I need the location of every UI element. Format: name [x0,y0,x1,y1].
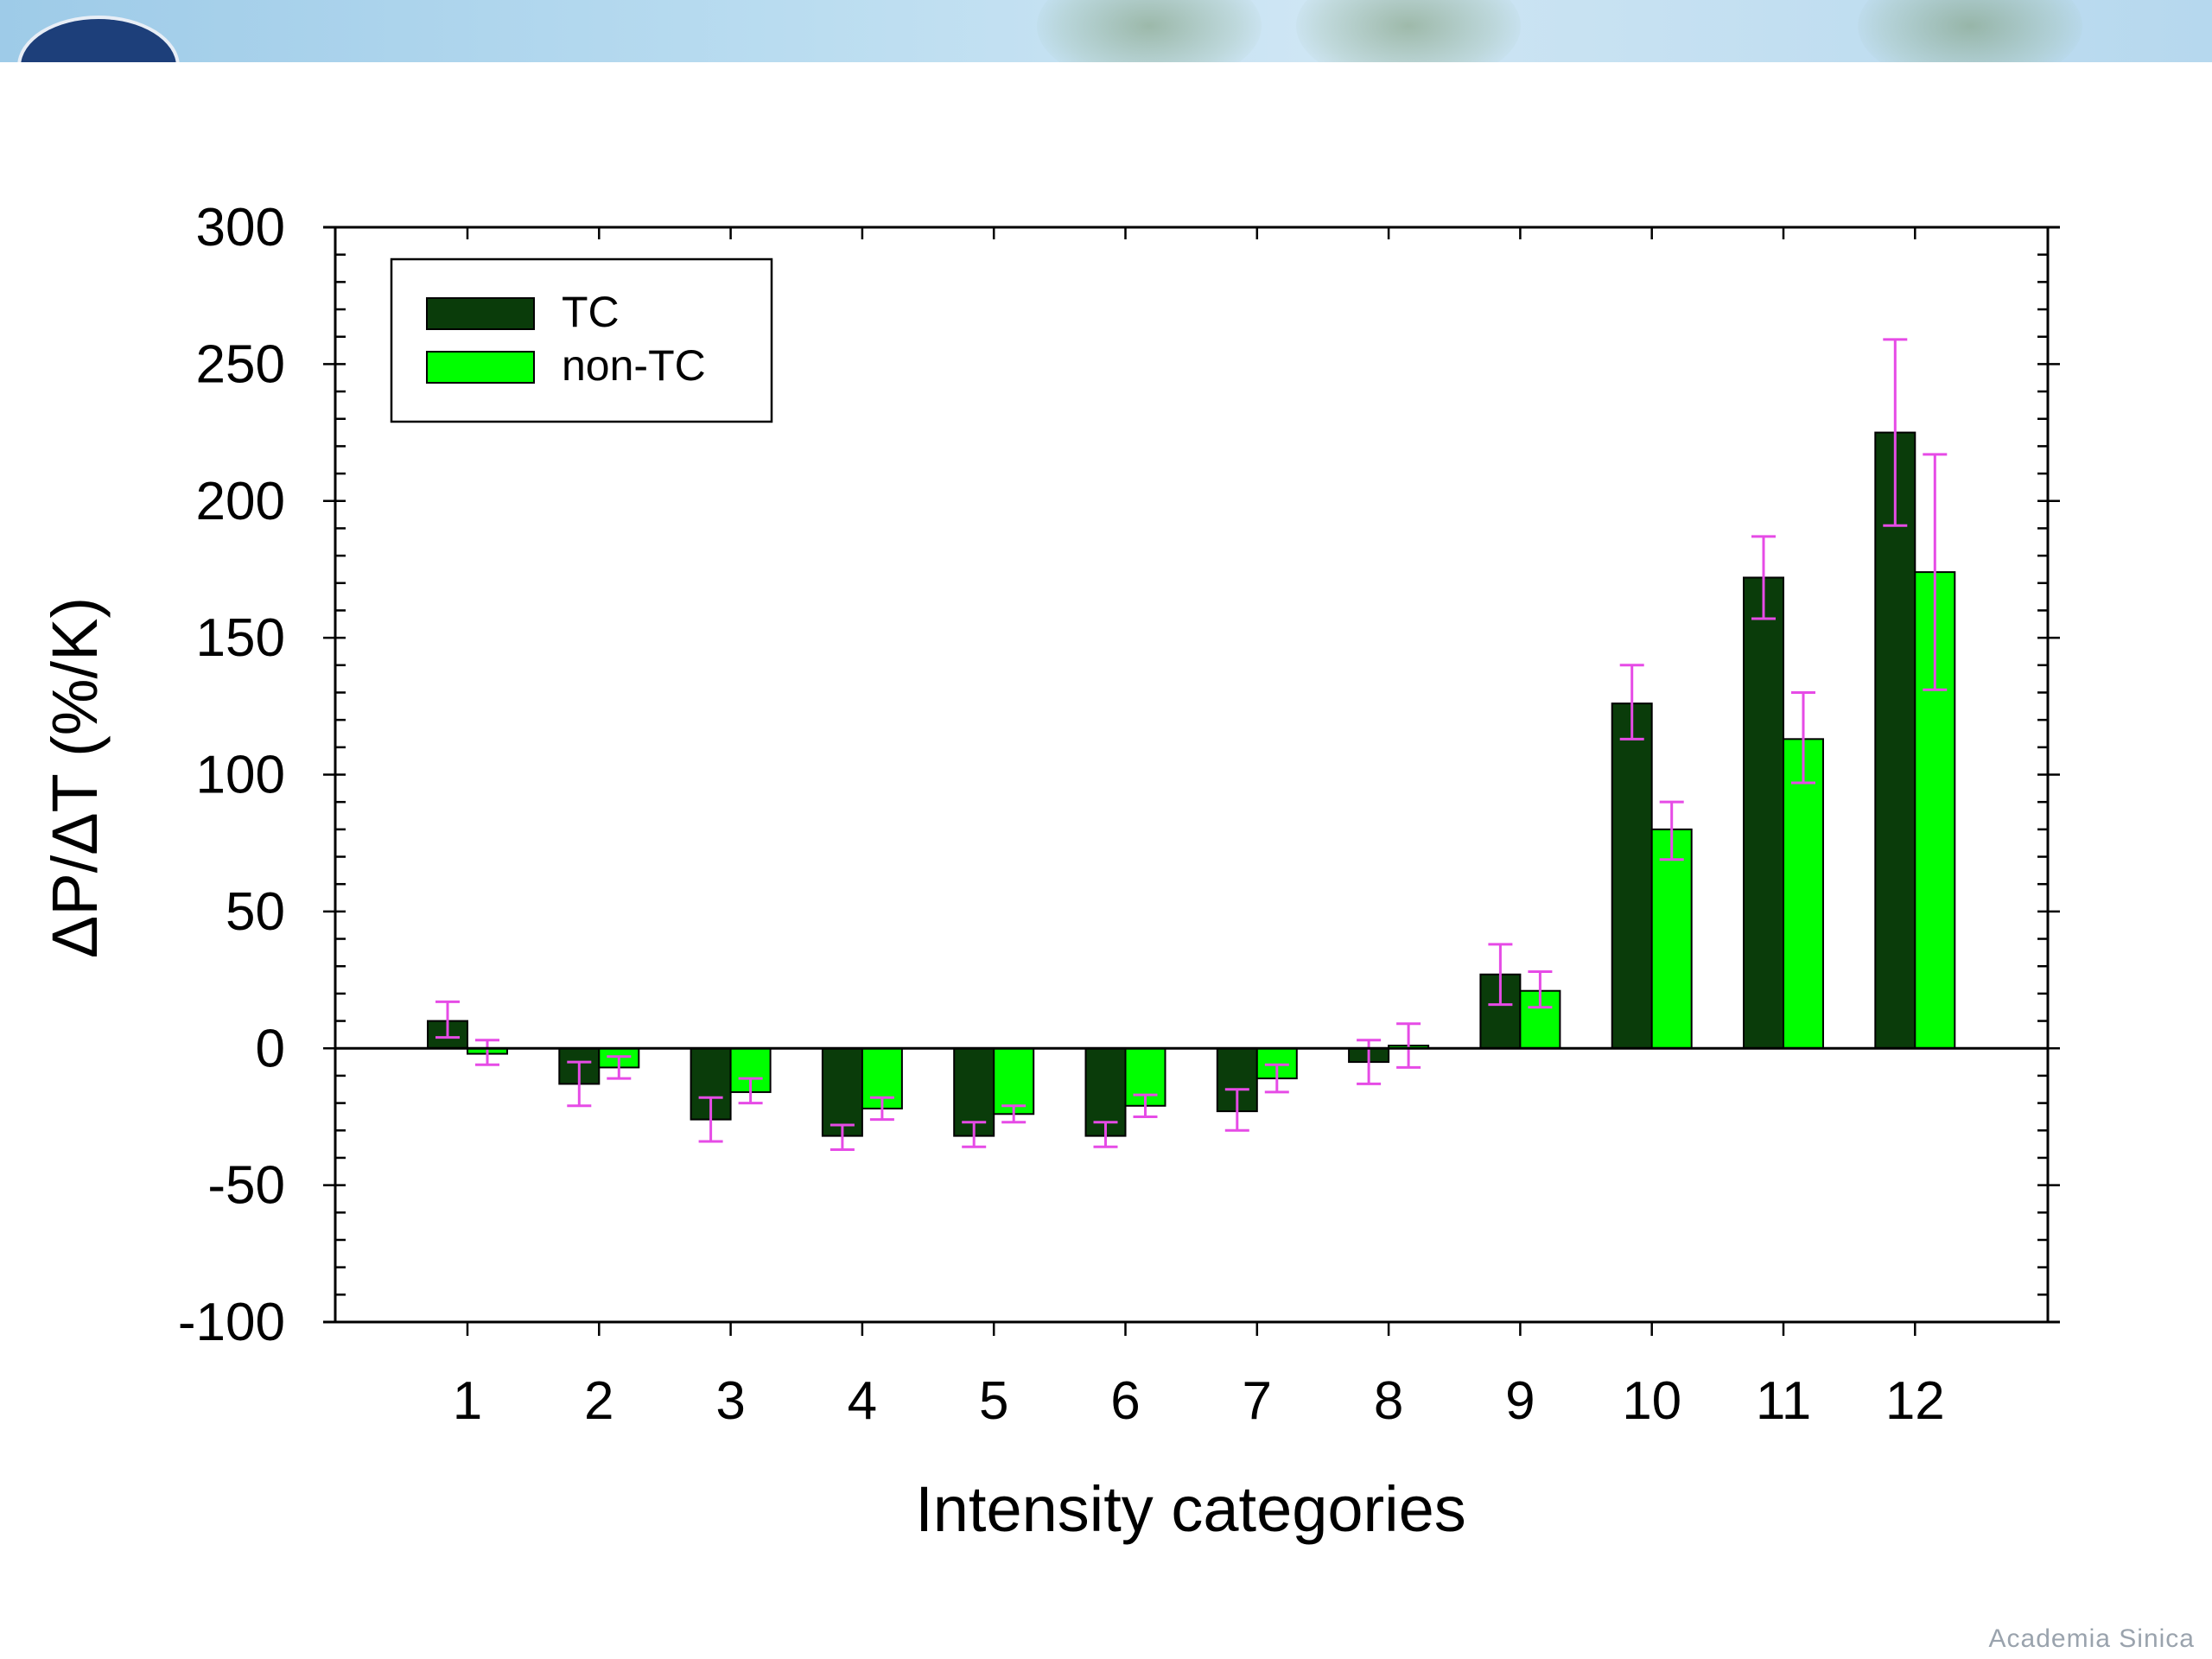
x-tick-label: 11 [1756,1371,1811,1431]
y-tick-label: 100 [196,746,285,805]
error-bar-tc-4 [830,1123,855,1151]
legend: TC non-TC [390,257,773,423]
footer-credit: Academia Sinica [1988,1624,2195,1653]
bar-non-tc-10 [1650,828,1693,1050]
bar-tc-12 [1874,431,1916,1050]
bar-tc-4 [821,1047,863,1137]
palm-decoration [1858,0,2082,62]
y-tick-label: -100 [178,1293,285,1352]
error-bar-tc-9 [1488,943,1513,1007]
x-tick-label: 9 [1505,1371,1535,1431]
error-bar-non-tc-4 [869,1096,894,1122]
error-bar-non-tc-11 [1791,690,1815,785]
error-bar-tc-10 [1619,664,1644,741]
y-tick-label: -50 [207,1156,285,1216]
error-bar-tc-12 [1883,338,1908,527]
x-tick-label: 7 [1243,1371,1272,1431]
y-tick-label: 300 [196,198,285,257]
error-bar-tc-3 [698,1096,723,1143]
legend-box [390,257,773,423]
palm-decoration [1296,0,1521,62]
bar-tc-10 [1611,702,1653,1050]
legend-swatch-tc [426,297,535,330]
error-bar-tc-11 [1751,535,1776,620]
error-bar-tc-2 [567,1060,592,1108]
y-tick-label: 250 [196,334,285,394]
error-bar-non-tc-2 [607,1055,632,1080]
legend-swatch-non-tc [426,351,535,384]
x-tick-label: 5 [979,1371,1008,1431]
error-bar-non-tc-6 [1133,1093,1158,1118]
x-axis-title: Intensity categories [915,1473,1466,1545]
error-bar-tc-6 [1093,1121,1118,1148]
x-tick-label: 10 [1622,1371,1681,1431]
bar-non-tc-11 [1783,738,1824,1050]
error-bar-non-tc-5 [1001,1104,1027,1124]
error-bar-tc-5 [962,1121,987,1148]
error-bar-non-tc-12 [1923,453,1948,691]
error-bars-layer [435,338,1948,1151]
x-tick-label: 3 [715,1371,745,1431]
x-tick-label: 6 [1110,1371,1140,1431]
x-tick-label: 2 [584,1371,613,1431]
error-bar-non-tc-10 [1659,800,1684,861]
bars-layer [427,431,1956,1137]
y-tick-label: 50 [226,882,285,942]
error-bar-tc-1 [435,1000,460,1039]
y-tick-label: 0 [256,1019,285,1078]
y-tick-label: 150 [196,608,285,668]
error-bar-non-tc-3 [738,1077,763,1105]
x-tick-label: 4 [848,1371,877,1431]
error-bar-non-tc-1 [475,1039,499,1066]
palm-decoration [1037,0,1262,62]
error-bar-non-tc-7 [1264,1063,1289,1094]
header-banner [0,0,2212,62]
bar-tc-11 [1743,576,1784,1050]
error-bar-non-tc-9 [1528,970,1553,1009]
legend-label-tc: TC [562,288,620,336]
x-tick-label: 1 [453,1371,482,1431]
legend-label-non-tc: non-TC [562,341,706,390]
bar-non-tc-5 [993,1047,1035,1116]
x-tick-label: 8 [1374,1371,1403,1431]
y-tick-label: 200 [196,472,285,531]
error-bar-non-tc-8 [1396,1022,1421,1069]
error-bar-tc-7 [1224,1088,1249,1132]
y-axis-title: ΔP/ΔT (%/K) [39,597,111,958]
x-tick-label: 12 [1885,1371,1945,1431]
